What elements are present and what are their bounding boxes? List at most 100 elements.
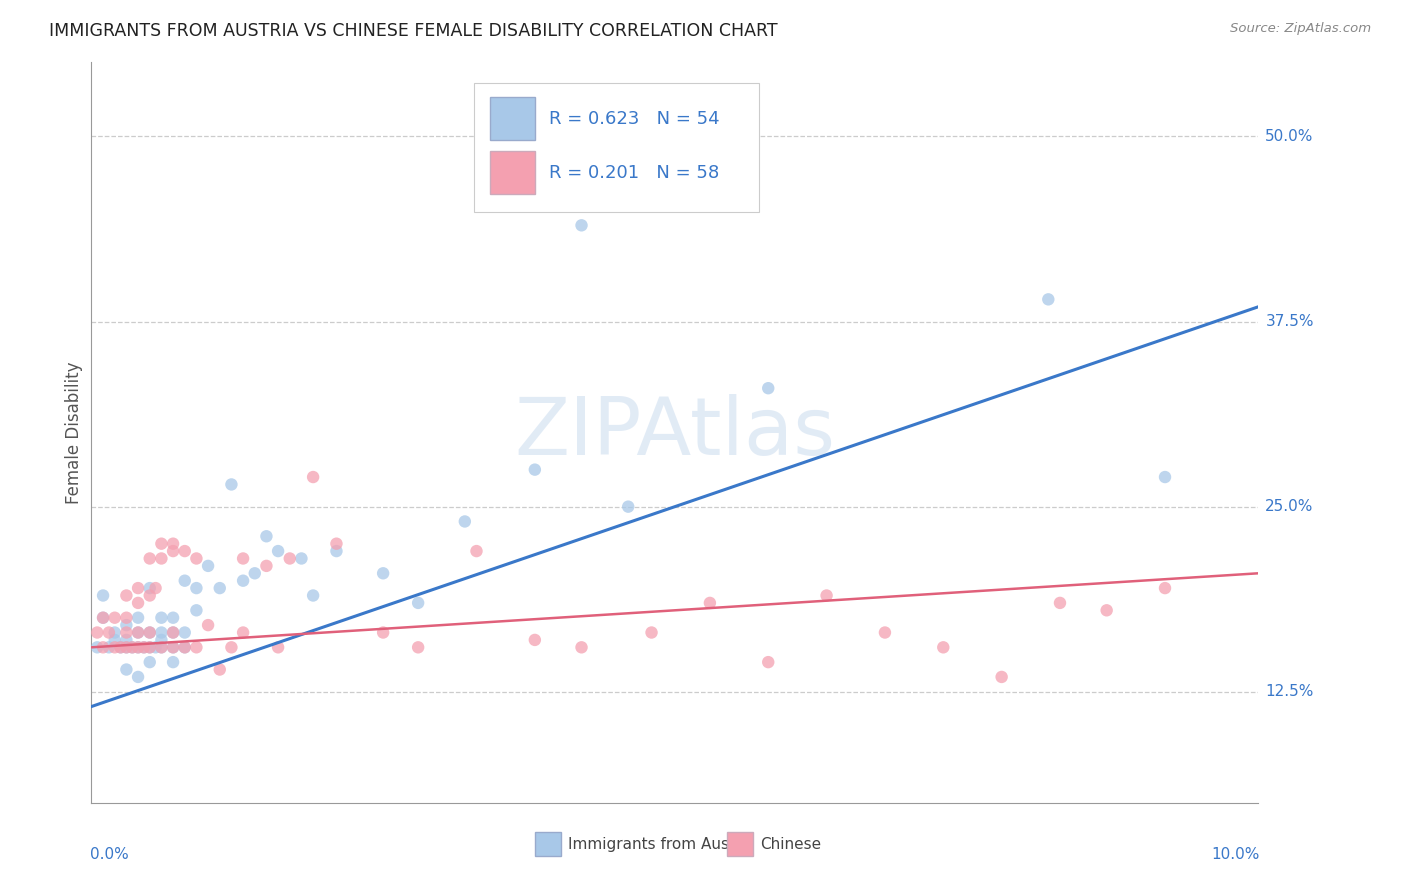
Point xyxy=(150,551,173,566)
Text: Source: ZipAtlas.com: Source: ZipAtlas.com xyxy=(1230,22,1371,36)
Point xyxy=(406,596,429,610)
Point xyxy=(186,581,208,595)
Text: 37.5%: 37.5% xyxy=(1265,314,1313,329)
Point xyxy=(110,640,132,655)
Point xyxy=(325,544,347,558)
Point xyxy=(138,589,162,603)
Point xyxy=(325,536,347,550)
Text: R = 0.623   N = 54: R = 0.623 N = 54 xyxy=(548,110,720,128)
Point xyxy=(150,632,173,647)
Point xyxy=(162,640,184,655)
Point xyxy=(162,536,184,550)
Point xyxy=(115,589,138,603)
Point xyxy=(110,640,132,655)
Point xyxy=(221,477,243,491)
Point xyxy=(138,640,162,655)
Point xyxy=(91,589,114,603)
Point xyxy=(267,640,290,655)
Point xyxy=(232,625,254,640)
Point xyxy=(127,611,149,625)
Point xyxy=(873,625,896,640)
Point xyxy=(173,640,195,655)
Point xyxy=(208,581,231,595)
Text: 12.5%: 12.5% xyxy=(1265,684,1313,699)
Point xyxy=(162,544,184,558)
Text: 50.0%: 50.0% xyxy=(1265,129,1313,144)
Point xyxy=(523,462,546,476)
Point xyxy=(162,625,184,640)
Point xyxy=(86,640,108,655)
Text: ZIPAtlas: ZIPAtlas xyxy=(515,393,835,472)
Point xyxy=(756,381,779,395)
Point xyxy=(173,640,195,655)
Point xyxy=(756,655,779,669)
Point xyxy=(243,566,266,581)
Point xyxy=(371,566,394,581)
Point xyxy=(267,544,290,558)
Point xyxy=(640,625,662,640)
Point xyxy=(278,551,301,566)
Point xyxy=(454,515,477,529)
Point xyxy=(406,640,429,655)
Point xyxy=(571,219,593,233)
Point xyxy=(115,625,138,640)
Point xyxy=(571,640,593,655)
Point xyxy=(617,500,640,514)
Point xyxy=(990,670,1012,684)
Point xyxy=(132,640,155,655)
Point xyxy=(127,640,149,655)
Point xyxy=(104,611,127,625)
Text: IMMIGRANTS FROM AUSTRIA VS CHINESE FEMALE DISABILITY CORRELATION CHART: IMMIGRANTS FROM AUSTRIA VS CHINESE FEMAL… xyxy=(49,22,778,40)
Point xyxy=(465,544,488,558)
Point xyxy=(97,625,120,640)
Point xyxy=(186,640,208,655)
Point xyxy=(115,663,138,677)
Point xyxy=(1154,581,1177,595)
Point xyxy=(150,536,173,550)
Point xyxy=(138,640,162,655)
Point xyxy=(86,625,108,640)
Point xyxy=(371,625,394,640)
Point xyxy=(145,581,167,595)
Point xyxy=(132,640,155,655)
Point xyxy=(254,558,277,573)
Point xyxy=(150,640,173,655)
Point xyxy=(127,625,149,640)
Point xyxy=(1049,596,1071,610)
Point xyxy=(162,640,184,655)
Point xyxy=(91,640,114,655)
Text: 25.0%: 25.0% xyxy=(1265,500,1313,514)
Point xyxy=(932,640,955,655)
Point xyxy=(1095,603,1118,617)
Point xyxy=(173,544,195,558)
Point xyxy=(699,596,721,610)
Text: 0.0%: 0.0% xyxy=(90,847,129,863)
Y-axis label: Female Disability: Female Disability xyxy=(65,361,83,504)
Point xyxy=(150,625,173,640)
Point xyxy=(115,632,138,647)
Point xyxy=(121,640,143,655)
Point xyxy=(104,625,127,640)
Point xyxy=(138,581,162,595)
Point xyxy=(127,640,149,655)
Text: Immigrants from Austria: Immigrants from Austria xyxy=(568,837,755,852)
Point xyxy=(162,655,184,669)
Point xyxy=(232,574,254,588)
Point xyxy=(162,625,184,640)
Point xyxy=(115,640,138,655)
Point xyxy=(104,640,127,655)
Point xyxy=(150,640,173,655)
Bar xyxy=(727,831,754,856)
Point xyxy=(91,611,114,625)
Point xyxy=(302,589,325,603)
Point xyxy=(104,632,127,647)
Text: R = 0.201   N = 58: R = 0.201 N = 58 xyxy=(548,164,718,182)
Point xyxy=(91,611,114,625)
FancyBboxPatch shape xyxy=(474,83,759,212)
Point xyxy=(173,574,195,588)
Point xyxy=(115,618,138,632)
Point xyxy=(97,640,120,655)
Point xyxy=(127,581,149,595)
Point xyxy=(127,625,149,640)
Point xyxy=(115,640,138,655)
